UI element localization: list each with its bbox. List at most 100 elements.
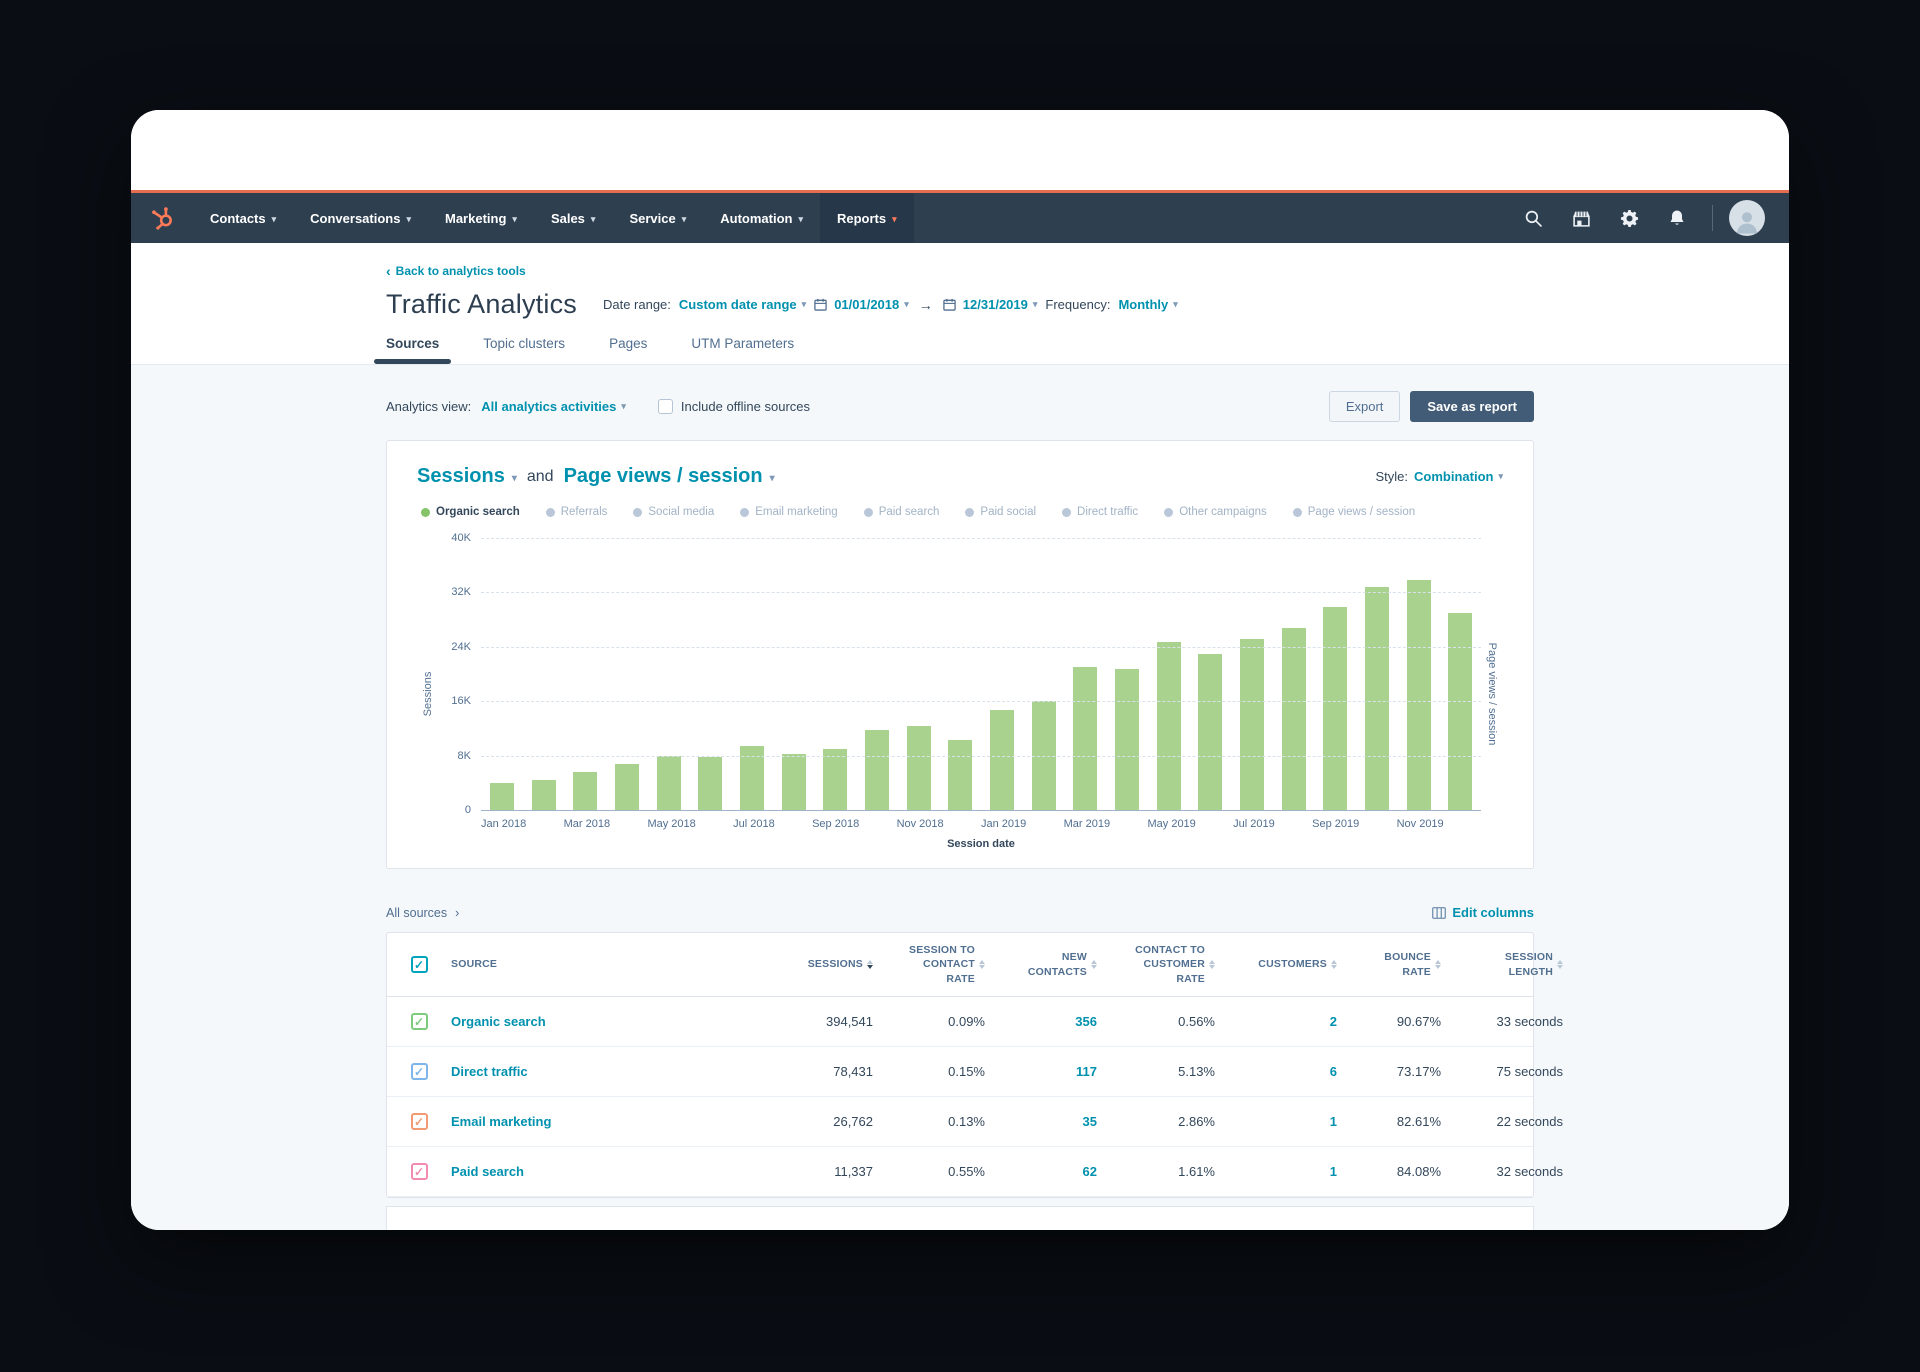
bar-aug-2019[interactable] — [1281, 627, 1306, 810]
metric2-select[interactable]: Page views / session ▾ — [564, 465, 775, 488]
legend-item-paid-search[interactable]: Paid search — [863, 506, 939, 518]
notifications-icon[interactable] — [1658, 199, 1696, 237]
row-checkbox[interactable]: ✓ — [410, 1113, 428, 1130]
settings-icon[interactable] — [1610, 199, 1648, 237]
cell[interactable]: 117 — [1076, 1064, 1097, 1079]
row-checkbox[interactable]: ✓ — [410, 1163, 428, 1180]
date-range-select[interactable]: Custom date range ▾ — [679, 297, 806, 312]
edit-columns-button[interactable]: Edit columns — [1432, 905, 1534, 920]
bar-oct-2019[interactable] — [1364, 586, 1389, 810]
bar-apr-2018[interactable] — [614, 763, 639, 810]
column-header-session-length[interactable]: SESSION LENGTH — [1445, 950, 1567, 978]
bar-apr-2019[interactable] — [1114, 669, 1139, 810]
marketplace-icon[interactable] — [1562, 199, 1600, 237]
frequency-select[interactable]: Monthly ▾ — [1118, 297, 1177, 312]
cell[interactable]: 1 — [1329, 1114, 1337, 1129]
legend-item-referrals[interactable]: Referrals — [545, 506, 607, 518]
column-header-customers[interactable]: CUSTOMERS — [1219, 957, 1341, 971]
bar-feb-2018[interactable] — [531, 780, 556, 810]
tab-topic-clusters[interactable]: Topic clusters — [483, 336, 566, 351]
bar-jul-2019[interactable] — [1239, 638, 1264, 810]
bar-oct-2018[interactable] — [864, 729, 889, 810]
legend-item-social-media[interactable]: Social media — [633, 506, 714, 518]
legend-item-page-views-session[interactable]: Page views / session — [1292, 506, 1415, 518]
source-link[interactable]: Organic search — [451, 1014, 546, 1029]
nav-item-sales[interactable]: Sales ▾ — [534, 193, 613, 243]
column-header-contact-to-customer-rate[interactable]: CONTACT TO CUSTOMER RATE — [1101, 943, 1219, 986]
bar-mar-2019[interactable] — [1073, 666, 1098, 810]
bar-aug-2018[interactable] — [781, 754, 806, 810]
chevron-down-icon: ▾ — [512, 213, 517, 224]
nav-item-conversations[interactable]: Conversations ▾ — [293, 193, 428, 243]
bar-jul-2018[interactable] — [739, 746, 764, 810]
source-link[interactable]: Direct traffic — [451, 1064, 528, 1079]
bar-jan-2019[interactable] — [989, 710, 1014, 810]
search-icon[interactable] — [1514, 199, 1552, 237]
avatar[interactable] — [1729, 200, 1765, 236]
nav-item-service[interactable]: Service ▾ — [612, 193, 703, 243]
sort-arrows-icon — [867, 959, 873, 969]
cell[interactable]: 356 — [1075, 1014, 1097, 1029]
legend-item-email-marketing[interactable]: Email marketing — [740, 506, 838, 518]
top-navbar: Contacts ▾ Conversations ▾ Marketing ▾ Sales ▾ S… — [131, 193, 1789, 243]
cell[interactable]: 62 — [1082, 1164, 1097, 1179]
browser-chrome — [131, 110, 1789, 190]
page-header: ‹ Back to analytics tools Traffic Analyt… — [131, 243, 1789, 365]
tab-utm-parameters[interactable]: UTM Parameters — [691, 336, 795, 351]
bar-jun-2019[interactable] — [1198, 653, 1223, 810]
offline-sources-checkbox[interactable]: Include offline sources — [657, 399, 810, 414]
column-header-session-to-contact-rate[interactable]: SESSION TO CONTACT RATE — [877, 943, 989, 986]
save-as-report-button[interactable]: Save as report — [1410, 391, 1534, 422]
bar-jan-2018[interactable] — [489, 782, 514, 810]
nav-item-automation[interactable]: Automation ▾ — [703, 193, 820, 243]
end-date-picker[interactable]: 12/31/2019 ▾ — [943, 297, 1038, 312]
all-sources-breadcrumb[interactable]: All sources › — [386, 906, 459, 920]
row-checkbox[interactable]: ✓ — [410, 1063, 428, 1080]
bar-dec-2019[interactable] — [1448, 612, 1473, 810]
row-checkbox[interactable]: ✓ — [410, 1013, 428, 1030]
cell[interactable]: 35 — [1082, 1114, 1097, 1129]
tab-pages[interactable]: Pages — [609, 336, 648, 351]
nav-item-contacts[interactable]: Contacts ▾ — [193, 193, 293, 243]
bar-may-2019[interactable] — [1156, 642, 1181, 810]
source-link[interactable]: Paid search — [451, 1164, 524, 1179]
legend-dot-icon — [1062, 507, 1072, 517]
hubspot-logo-icon[interactable] — [131, 193, 193, 243]
legend-item-paid-social[interactable]: Paid social — [965, 506, 1036, 518]
nav-item-marketing[interactable]: Marketing ▾ — [428, 193, 534, 243]
style-select[interactable]: Combination ▾ — [1414, 469, 1503, 484]
column-header-new-contacts[interactable]: NEW CONTACTS — [989, 950, 1101, 978]
bar-sep-2019[interactable] — [1323, 607, 1348, 810]
cell[interactable]: 6 — [1329, 1064, 1337, 1079]
bar-nov-2018[interactable] — [906, 725, 931, 810]
bar-may-2018[interactable] — [656, 755, 681, 810]
analytics-view-select[interactable]: All analytics activities ▾ — [481, 399, 626, 414]
column-header-source[interactable]: SOURCE — [451, 958, 498, 971]
metric1-select[interactable]: Sessions ▾ — [417, 465, 517, 488]
legend-item-other-campaigns[interactable]: Other campaigns — [1164, 506, 1267, 518]
tab-sources[interactable]: Sources — [373, 336, 452, 364]
page-body: ‹ Back to analytics tools Traffic Analyt… — [131, 243, 1789, 1230]
legend-item-direct-traffic[interactable]: Direct traffic — [1062, 506, 1138, 518]
export-button[interactable]: Export — [1328, 391, 1401, 422]
sources-table: ✓ SOURCE SESSIONS SESSION TO CONTACT RATE NE… — [386, 932, 1563, 1198]
bar-mar-2018[interactable] — [573, 771, 598, 810]
nav-item-reports[interactable]: Reports ▾ — [820, 193, 914, 243]
source-link[interactable]: Email marketing — [451, 1114, 552, 1129]
cell: 75 seconds — [1496, 1064, 1564, 1079]
cell[interactable]: 2 — [1329, 1014, 1337, 1029]
cell[interactable]: 1 — [1329, 1164, 1337, 1179]
bar-nov-2019[interactable] — [1406, 580, 1431, 810]
select-all-checkbox[interactable]: ✓ — [410, 956, 428, 973]
legend-item-organic-search[interactable]: Organic search — [421, 506, 520, 518]
column-header-sessions[interactable]: SESSIONS — [747, 957, 877, 971]
cell: 84.08% — [1396, 1164, 1441, 1179]
bar-sep-2018[interactable] — [823, 749, 848, 810]
bar-jun-2018[interactable] — [698, 756, 723, 810]
chevron-down-icon: ▾ — [1032, 299, 1038, 309]
x-tick-label: Mar 2018 — [563, 818, 611, 830]
column-header-bounce-rate[interactable]: BOUNCE RATE — [1341, 950, 1445, 978]
back-to-analytics-link[interactable]: ‹ Back to analytics tools — [386, 264, 526, 278]
start-date-picker[interactable]: 01/01/2018 ▾ — [814, 297, 909, 312]
bar-dec-2018[interactable] — [948, 739, 973, 810]
